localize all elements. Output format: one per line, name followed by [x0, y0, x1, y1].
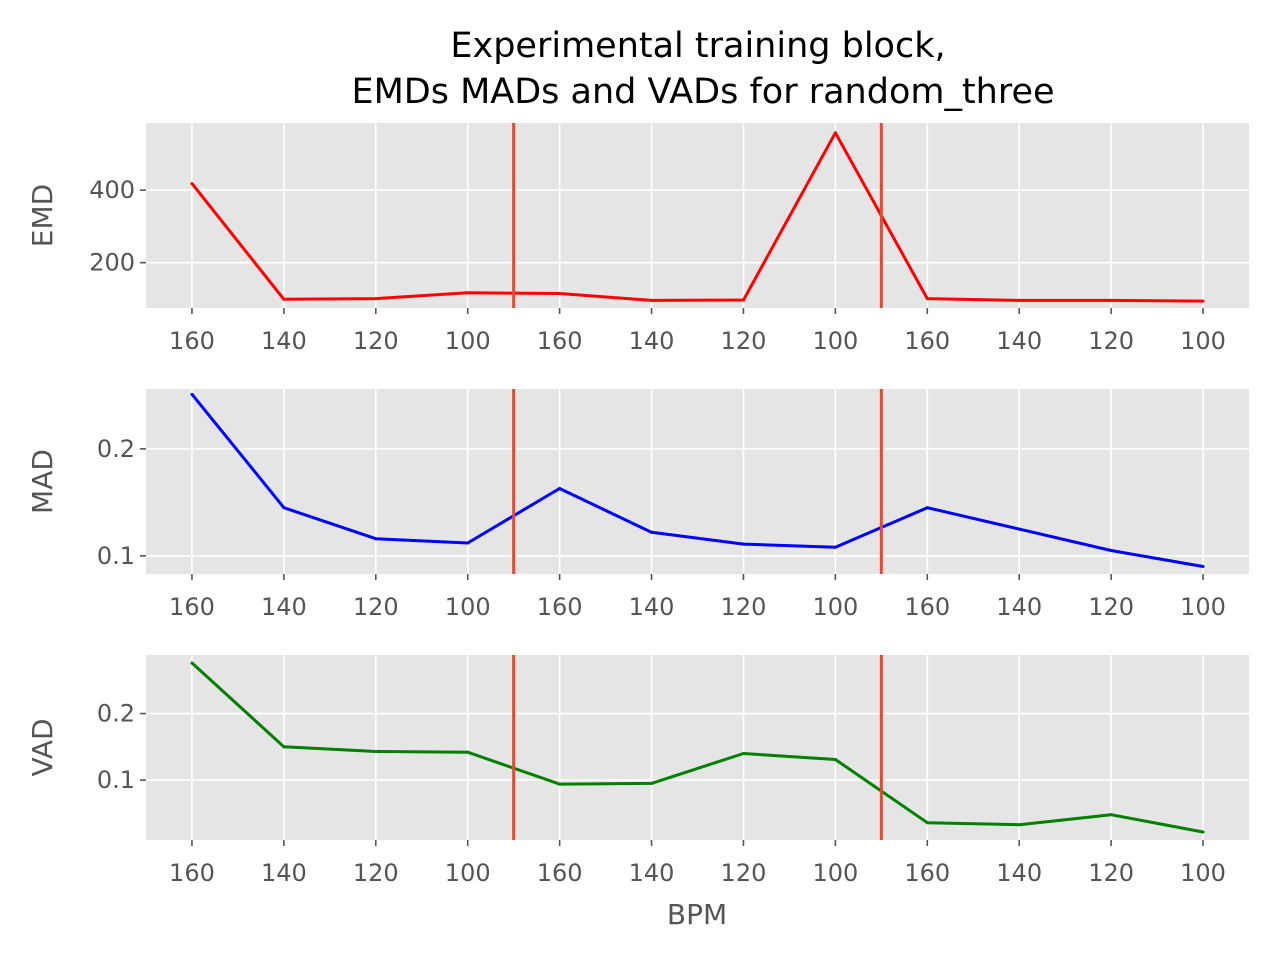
emd-x-tick-label: 160 [537, 327, 583, 355]
vad-data-point [1109, 813, 1113, 817]
vad-data-point [374, 749, 378, 753]
vad-data-point [558, 782, 562, 786]
mad-x-tick-label: 160 [537, 593, 583, 621]
mad-x-tick-label: 160 [169, 593, 215, 621]
mad-plot-background [146, 389, 1249, 574]
vad-x-tick-label: 160 [537, 859, 583, 887]
vad-x-tick-label: 140 [996, 859, 1042, 887]
subplots: 160 140 120 100 160 140 120 100 160 140 120 100 200 4… [26, 123, 1249, 887]
emd-data-point [282, 297, 286, 301]
vad-data-point [1017, 823, 1021, 827]
vad-data-point [282, 745, 286, 749]
emd-x-tick-label: 120 [1088, 327, 1134, 355]
emd-data-point [1201, 299, 1205, 303]
emd-x-tick-label: 140 [261, 327, 307, 355]
emd-data-point [741, 298, 745, 302]
vad-data-point [833, 757, 837, 761]
mad-panel: 160 140 120 100 160 140 120 100 160 140 120 100 0.1 0… [26, 389, 1249, 621]
vad-y-tick-label: 0.1 [97, 766, 135, 794]
vad-x-tick-label: 160 [169, 859, 215, 887]
mad-y-axis-label: MAD [26, 449, 59, 514]
mad-data-point [374, 537, 378, 541]
emd-y-tick-label: 200 [89, 249, 135, 277]
mad-y-tick-label: 0.2 [97, 435, 135, 463]
emd-x-tick-label: 160 [904, 327, 950, 355]
vad-plot-background [146, 655, 1249, 840]
mad-data-point [650, 530, 654, 534]
mad-x-tick-label: 120 [721, 593, 767, 621]
emd-x-tick-label: 120 [353, 327, 399, 355]
emd-data-point [833, 131, 837, 135]
emd-data-point [1017, 298, 1021, 302]
emd-x-tick-label: 120 [721, 327, 767, 355]
vad-x-tick-label: 100 [812, 859, 858, 887]
vad-y-axis-label: VAD [26, 718, 59, 776]
vad-x-tick-label: 120 [353, 859, 399, 887]
emd-data-point [558, 291, 562, 295]
mad-x-tick-label: 160 [904, 593, 950, 621]
chart-title-line-1: Experimental training block, [450, 26, 945, 66]
emd-data-point [1109, 298, 1113, 302]
vad-data-point [1201, 830, 1205, 834]
vad-x-tick-label: 140 [261, 859, 307, 887]
vad-panel: 160 140 120 100 160 140 120 100 160 140 120 100 0.1 0… [26, 655, 1249, 887]
vad-data-point [466, 750, 470, 754]
emd-x-tick-label: 100 [445, 327, 491, 355]
mad-data-point [1109, 548, 1113, 552]
mad-x-tick-label: 100 [1180, 593, 1226, 621]
vad-x-tick-label: 120 [1088, 859, 1134, 887]
emd-panel: 160 140 120 100 160 140 120 100 160 140 120 100 200 4… [26, 123, 1249, 355]
emd-x-tick-label: 100 [812, 327, 858, 355]
mad-data-point [1017, 527, 1021, 531]
mad-data-point [558, 486, 562, 490]
vad-x-tick-label: 100 [1180, 859, 1226, 887]
mad-data-point [282, 506, 286, 510]
mad-data-point [925, 506, 929, 510]
emd-data-point [466, 291, 470, 295]
vad-data-point [650, 781, 654, 785]
mad-x-tick-label: 100 [812, 593, 858, 621]
vad-data-point [741, 751, 745, 755]
emd-series-line [190, 131, 1204, 303]
vad-series-line [190, 661, 1204, 834]
mad-x-tick-label: 140 [996, 593, 1042, 621]
emd-x-tick-label: 140 [629, 327, 675, 355]
mad-data-point [1201, 565, 1205, 569]
mad-x-tick-label: 100 [445, 593, 491, 621]
mad-data-point [741, 542, 745, 546]
mad-y-tick-label: 0.1 [97, 542, 135, 570]
mad-data-point [190, 392, 194, 396]
mad-data-point [833, 545, 837, 549]
emd-y-axis-label: EMD [26, 184, 59, 247]
emd-plot-background [146, 123, 1249, 308]
vad-data-point [190, 661, 194, 665]
emd-data-point [925, 297, 929, 301]
vad-x-tick-label: 100 [445, 859, 491, 887]
vad-x-tick-label: 160 [904, 859, 950, 887]
emd-x-tick-label: 160 [169, 327, 215, 355]
vad-y-tick-label: 0.2 [97, 700, 135, 728]
emd-y-tick-label: 400 [89, 176, 135, 204]
mad-x-tick-label: 140 [261, 593, 307, 621]
mad-series-line [190, 393, 1204, 568]
x-axis-label: BPM [667, 898, 727, 931]
emd-x-tick-label: 100 [1180, 327, 1226, 355]
emd-x-tick-label: 140 [996, 327, 1042, 355]
emd-data-point [374, 297, 378, 301]
emd-data-point [190, 182, 194, 186]
vad-x-tick-label: 120 [721, 859, 767, 887]
vad-x-tick-label: 140 [629, 859, 675, 887]
mad-data-point [466, 541, 470, 545]
mad-x-tick-label: 140 [629, 593, 675, 621]
mad-x-tick-label: 120 [1088, 593, 1134, 621]
emd-data-point [650, 298, 654, 302]
vad-data-point [925, 821, 929, 825]
mad-x-tick-label: 120 [353, 593, 399, 621]
chart-title-line-2: EMDs MADs and VADs for random_three [351, 72, 1054, 112]
